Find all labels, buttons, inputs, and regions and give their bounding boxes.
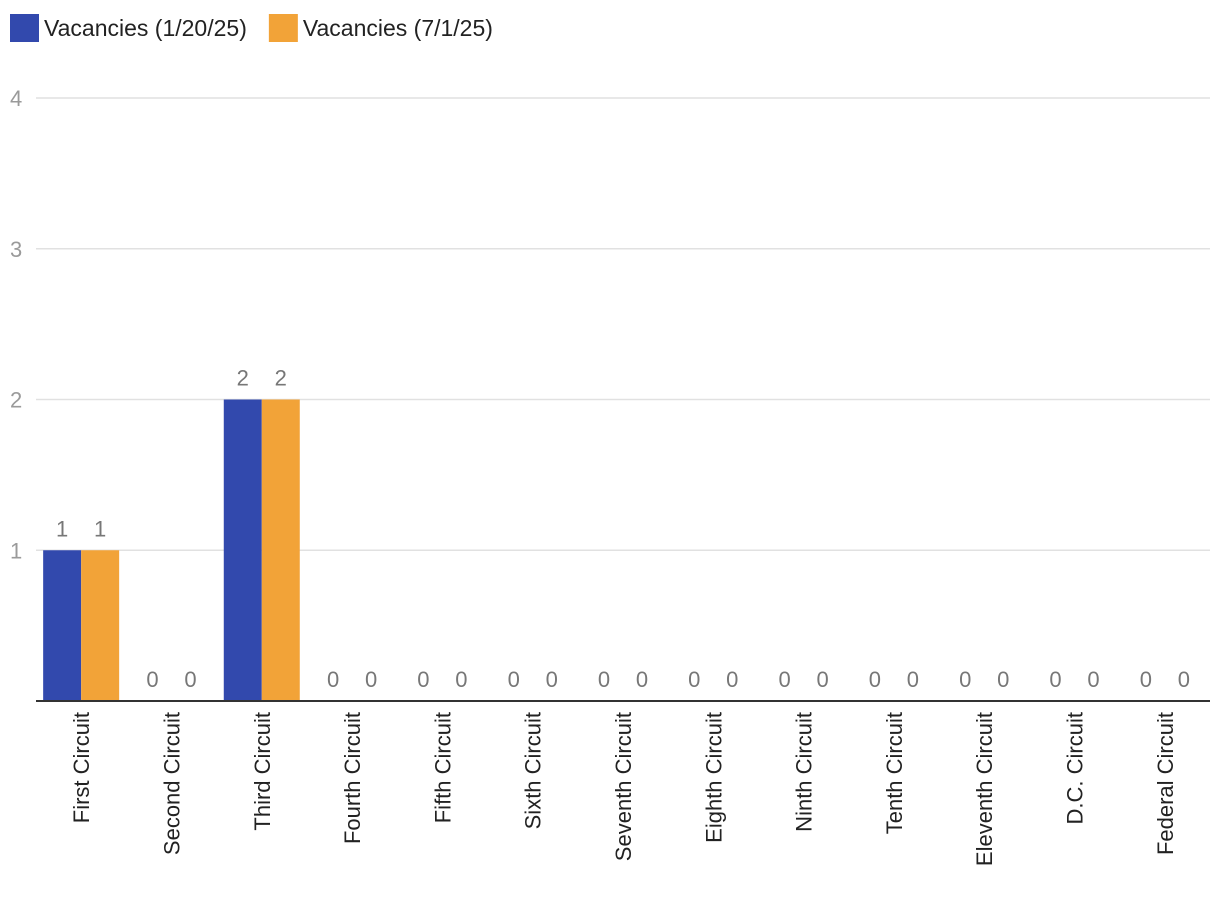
value-label-1-6: 0 xyxy=(508,667,520,692)
legend-label-2: Vacancies (7/1/25) xyxy=(303,15,493,41)
value-label-2-3: 2 xyxy=(275,366,287,391)
value-label-1-2: 0 xyxy=(146,667,158,692)
y-axis-ticks: 1 2 3 4 xyxy=(10,86,22,563)
bar-2-1 xyxy=(81,550,120,701)
legend-label-1: Vacancies (1/20/25) xyxy=(44,15,247,41)
x-tick-label-5: Fifth Circuit xyxy=(430,712,455,823)
value-label-1-10: 0 xyxy=(869,667,881,692)
legend: Vacancies (1/20/25) Vacancies (7/1/25) xyxy=(10,14,493,42)
y-tick-label-1: 1 xyxy=(10,538,22,563)
x-tick-label-1: First Circuit xyxy=(69,712,94,823)
value-label-2-1: 1 xyxy=(94,516,106,541)
y-tick-label-2: 2 xyxy=(10,388,22,413)
value-label-2-6: 0 xyxy=(546,667,558,692)
x-tick-label-6: Sixth Circuit xyxy=(521,712,546,829)
y-tick-label-3: 3 xyxy=(10,237,22,262)
x-tick-label-9: Ninth Circuit xyxy=(792,712,817,832)
bar-1-3 xyxy=(223,399,262,701)
x-tick-label-10: Tenth Circuit xyxy=(882,712,907,834)
value-label-1-5: 0 xyxy=(417,667,429,692)
value-label-2-2: 0 xyxy=(184,667,196,692)
value-label-1-13: 0 xyxy=(1140,667,1152,692)
x-tick-label-13: Federal Circuit xyxy=(1153,712,1178,855)
value-label-1-3: 2 xyxy=(237,366,249,391)
x-tick-label-11: Eleventh Circuit xyxy=(972,712,997,866)
value-label-2-7: 0 xyxy=(636,667,648,692)
value-label-1-7: 0 xyxy=(598,667,610,692)
x-tick-label-7: Seventh Circuit xyxy=(611,712,636,861)
value-label-2-9: 0 xyxy=(816,667,828,692)
value-label-2-12: 0 xyxy=(1087,667,1099,692)
gridlines xyxy=(36,97,1210,551)
bars xyxy=(43,399,300,701)
x-tick-label-12: D.C. Circuit xyxy=(1063,712,1088,824)
data-labels: 1 1 0 0 2 2 0 0 0 0 0 0 0 0 0 0 0 0 0 0 0 0 0 0 0 0 xyxy=(56,366,1190,693)
value-label-2-13: 0 xyxy=(1178,667,1190,692)
value-label-1-4: 0 xyxy=(327,667,339,692)
legend-swatch-1 xyxy=(10,14,39,42)
value-label-1-11: 0 xyxy=(959,667,971,692)
value-label-1-1: 1 xyxy=(56,516,68,541)
x-tick-label-8: Eighth Circuit xyxy=(701,712,726,843)
value-label-2-5: 0 xyxy=(455,667,467,692)
x-axis-ticks: First Circuit Second Circuit Third Circuit… xyxy=(69,712,1178,866)
value-label-2-8: 0 xyxy=(726,667,738,692)
value-label-2-4: 0 xyxy=(365,667,377,692)
bar-1-1 xyxy=(43,550,82,701)
bar-2-3 xyxy=(261,399,300,701)
value-label-2-10: 0 xyxy=(907,667,919,692)
value-label-1-8: 0 xyxy=(688,667,700,692)
value-label-1-9: 0 xyxy=(778,667,790,692)
x-tick-label-4: Fourth Circuit xyxy=(340,712,365,844)
y-tick-label-4: 4 xyxy=(10,86,22,111)
x-tick-label-3: Third Circuit xyxy=(250,712,275,831)
legend-swatch-2 xyxy=(268,14,298,42)
value-label-1-12: 0 xyxy=(1049,667,1061,692)
value-label-2-11: 0 xyxy=(997,667,1009,692)
x-tick-label-2: Second Circuit xyxy=(159,712,184,855)
